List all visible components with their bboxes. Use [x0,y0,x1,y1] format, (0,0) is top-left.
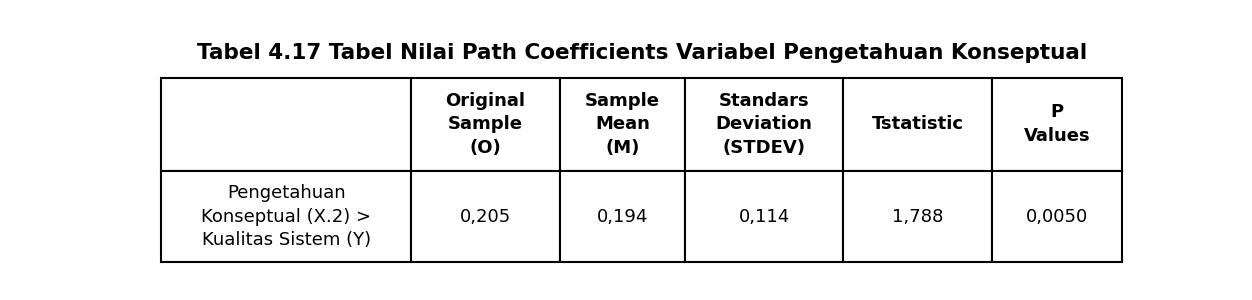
Text: 0,114: 0,114 [739,208,790,226]
Text: P
Values: P Values [1024,103,1090,145]
Text: 0,205: 0,205 [459,208,511,226]
Text: Pengetahuan
Konseptual (X.2) >
Kualitas Sistem (Y): Pengetahuan Konseptual (X.2) > Kualitas … [202,184,372,249]
Bar [162,171,411,262]
Text: 0,0050: 0,0050 [1025,208,1088,226]
Text: Tabel 4.17 Tabel Nilai Path Coefficients Variabel Pengetahuan Konseptual: Tabel 4.17 Tabel Nilai Path Coefficients… [197,43,1087,63]
Bar [993,78,1122,171]
Text: Tstatistic: Tstatistic [871,115,964,133]
Bar [844,78,993,171]
Text: Sample
Mean
(M): Sample Mean (M) [585,92,660,157]
Bar [844,171,993,262]
Bar [162,78,411,171]
Bar [685,78,844,171]
Text: Original
Sample
(O): Original Sample (O) [446,92,526,157]
Bar [993,171,1122,262]
Bar [685,171,844,262]
Text: Standars
Deviation
(STDEV): Standars Deviation (STDEV) [716,92,813,157]
Bar [560,171,685,262]
Bar [411,171,560,262]
Bar [411,78,560,171]
Text: 0,194: 0,194 [597,208,649,226]
Text: 1,788: 1,788 [893,208,944,226]
Bar [560,78,685,171]
